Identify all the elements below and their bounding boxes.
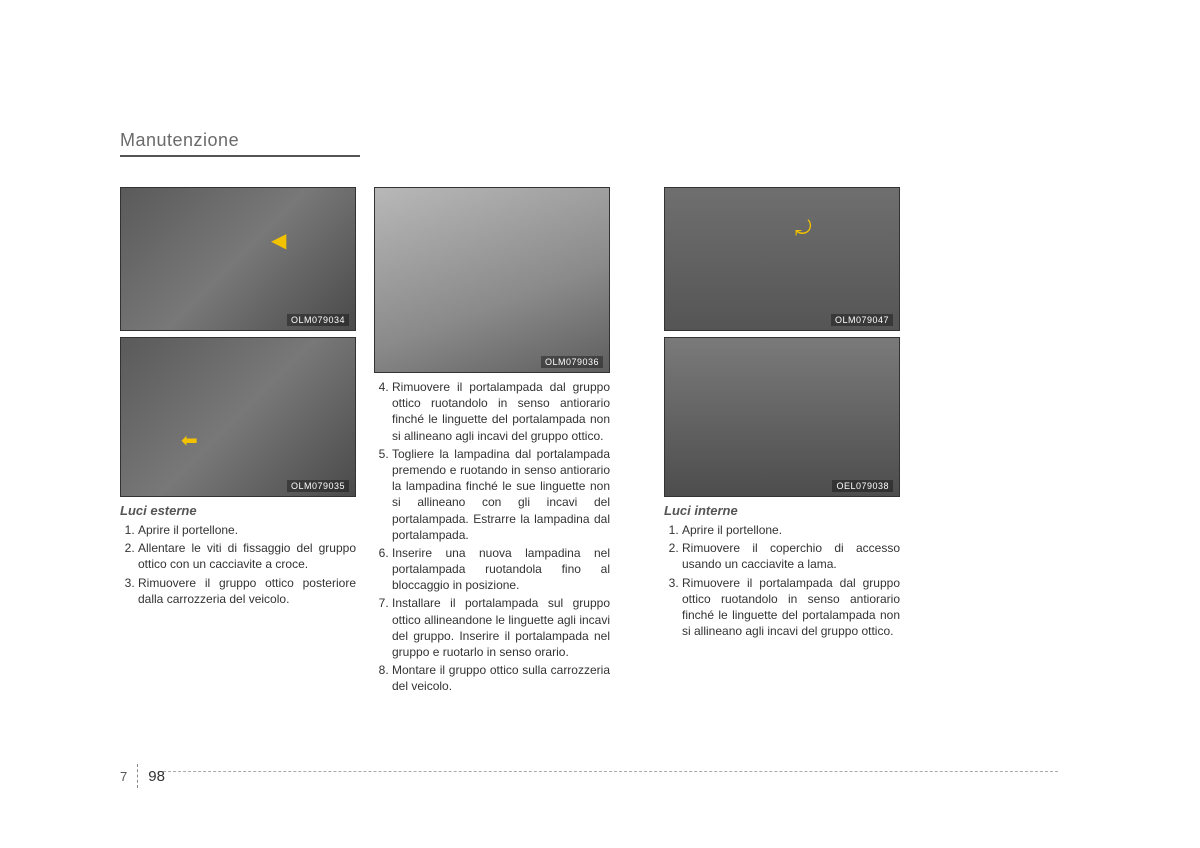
step-item: Inserire una nuova lampadina nel portala… (392, 545, 610, 594)
step-item: Rimuovere il gruppo ottico posteriore da… (138, 575, 356, 607)
step-item: Aprire il portellone. (682, 522, 900, 538)
spacer (628, 187, 646, 697)
figure-olm079034: ◀ OLM079034 (120, 187, 356, 331)
figure-olm079047: ⤾ OLM079047 (664, 187, 900, 331)
step-item: Rimuovere il portalampada dal gruppo ott… (392, 379, 610, 444)
figure-olm079035: ⬅ OLM079035 (120, 337, 356, 497)
subheading-luci-esterne: Luci esterne (120, 503, 356, 518)
steps-list-middle: Rimuovere il portalampada dal gruppo ott… (374, 379, 610, 697)
step-item: Montare il gruppo ottico sulla carrozzer… (392, 662, 610, 694)
page-footer: 7 98 (120, 764, 165, 788)
steps-list-left: Aprire il portellone. Allentare le viti … (120, 522, 356, 609)
figure-code: OLM079034 (287, 314, 349, 326)
step-item: Installare il portalampada sul gruppo ot… (392, 595, 610, 660)
column-right: ⤾ OLM079047 OEL079038 Luci interne Aprir… (664, 187, 900, 697)
step-item: Aprire il portellone. (138, 522, 356, 538)
title-underline (120, 155, 360, 157)
figure-oel079038: OEL079038 (664, 337, 900, 497)
footer-dash-line (158, 771, 1058, 772)
arrow-icon: ⤾ (795, 218, 812, 241)
column-middle: OLM079036 Rimuovere il portalampada dal … (374, 187, 610, 697)
subheading-luci-interne: Luci interne (664, 503, 900, 518)
page-number: 98 (148, 768, 165, 785)
step-item: Rimuovere il coperchio di accesso usando… (682, 540, 900, 572)
step-item: Rimuovere il portalampada dal gruppo ott… (682, 575, 900, 640)
step-item: Allentare le viti di fissaggio del grupp… (138, 540, 356, 572)
steps-list-right: Aprire il portellone. Rimuovere il coper… (664, 522, 900, 641)
figure-olm079036: OLM079036 (374, 187, 610, 373)
footer-divider (137, 764, 138, 788)
figure-code: OLM079047 (831, 314, 893, 326)
figure-code: OEL079038 (832, 480, 893, 492)
manual-page: Manutenzione ◀ OLM079034 ⬅ OLM079035 Luc… (0, 0, 1200, 848)
step-item: Togliere la lampadina dal portalampada p… (392, 446, 610, 543)
chapter-number: 7 (120, 769, 127, 784)
column-left: ◀ OLM079034 ⬅ OLM079035 Luci esterne Apr… (120, 187, 356, 697)
arrow-icon: ◀ (271, 228, 286, 253)
figure-code: OLM079036 (541, 356, 603, 368)
content-columns: ◀ OLM079034 ⬅ OLM079035 Luci esterne Apr… (120, 187, 1100, 697)
section-title: Manutenzione (120, 130, 1100, 151)
figure-code: OLM079035 (287, 480, 349, 492)
arrow-icon: ⬅ (181, 428, 198, 453)
